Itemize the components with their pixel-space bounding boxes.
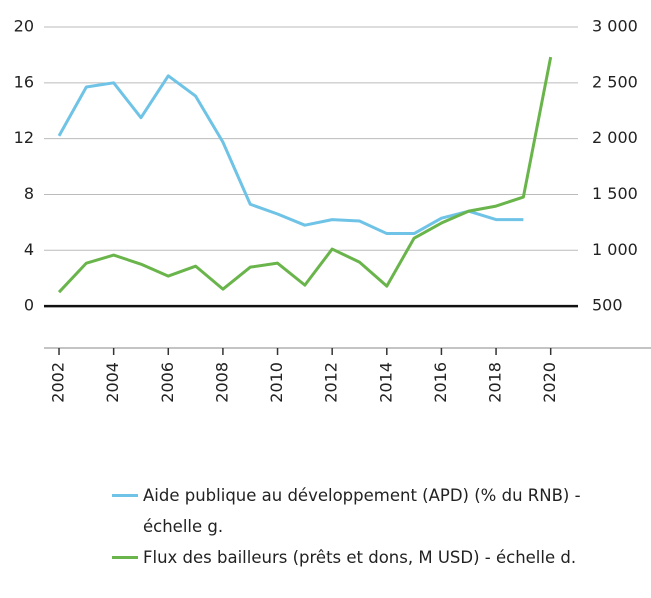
legend-label: Flux des bailleurs (prêts et dons, M USD… — [143, 548, 577, 567]
y2-tick-label: 3 000 — [592, 17, 638, 36]
series-line — [57, 74, 524, 236]
y2-tick-label: 500 — [592, 296, 623, 315]
y-tick-label: 8 — [24, 184, 34, 203]
x-tick-label: 2016 — [431, 362, 450, 403]
y2-tick-label: 1 500 — [592, 184, 638, 203]
y-tick-label: 20 — [14, 17, 34, 36]
y2-tick-label: 1 000 — [592, 240, 638, 259]
series-line — [57, 56, 553, 294]
legend: Aide publique au développement (APD) (% … — [112, 480, 582, 573]
x-tick-label: 2014 — [376, 362, 395, 403]
x-tick-label: 2018 — [486, 362, 505, 403]
legend-item: Aide publique au développement (APD) (% … — [112, 480, 582, 542]
y-tick-label: 12 — [14, 128, 34, 147]
chart: 0 4 8 12 16 20 500 1 000 1 500 2 000 2 500 3 000 200… — [14, 17, 651, 403]
legend-swatch — [112, 494, 138, 497]
x-tick-label: 2010 — [267, 362, 286, 403]
legend-label: Aide publique au développement (APD) (% … — [143, 486, 581, 536]
legend-item: Flux des bailleurs (prêts et dons, M USD… — [112, 542, 582, 573]
x-tick-label: 2002 — [49, 362, 68, 403]
y2-tick-label: 2 500 — [592, 72, 638, 91]
x-tick-label: 2008 — [212, 362, 231, 403]
y-tick-label: 0 — [24, 296, 34, 315]
legend-swatch — [112, 556, 138, 559]
x-tick-label: 2004 — [103, 362, 122, 403]
x-tick-label: 2006 — [158, 362, 177, 403]
y-tick-label: 4 — [24, 240, 34, 259]
x-tick-label: 2012 — [322, 362, 341, 403]
x-tick-label: 2020 — [540, 362, 559, 403]
y2-tick-label: 2 000 — [592, 128, 638, 147]
y-tick-label: 16 — [14, 72, 34, 91]
